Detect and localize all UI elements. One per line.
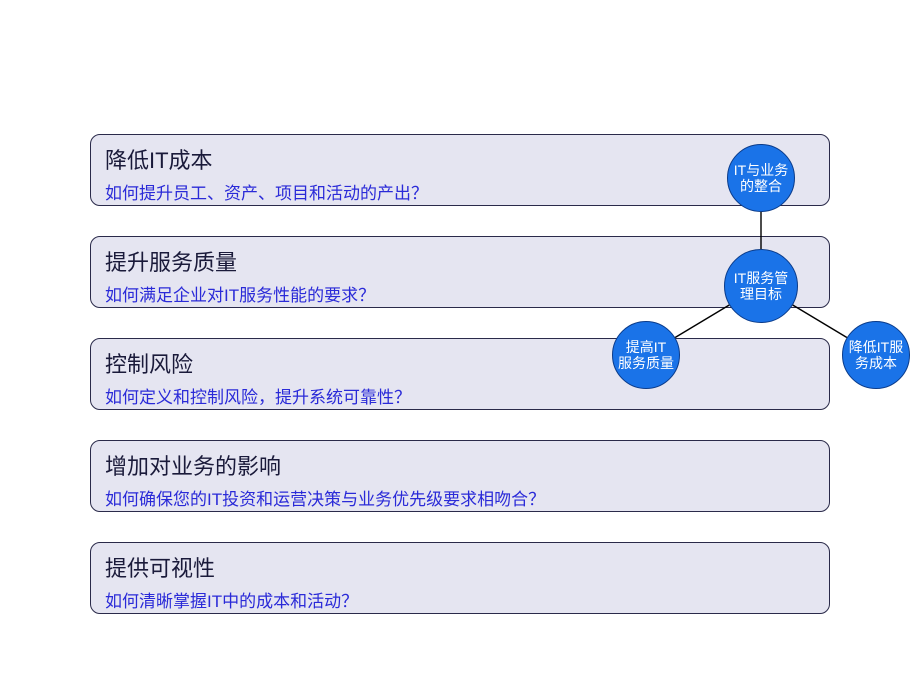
card-subtitle: 如何清晰掌握IT中的成本和活动？ <box>105 587 815 612</box>
info-card: 降低IT成本如何提升员工、资产、项目和活动的产出？ <box>90 134 830 206</box>
bubble-left: 提高IT 服务质量 <box>612 321 680 389</box>
info-card: 控制风险如何定义和控制风险，提升系统可靠性？ <box>90 338 830 410</box>
card-title: 控制风险 <box>105 347 815 379</box>
info-card: 增加对业务的影响如何确保您的IT投资和运营决策与业务优先级要求相吻合？ <box>90 440 830 512</box>
info-card: 提供可视性如何清晰掌握IT中的成本和活动？ <box>90 542 830 614</box>
card-subtitle: 如何确保您的IT投资和运营决策与业务优先级要求相吻合？ <box>105 485 815 510</box>
info-card: 提升服务质量如何满足企业对IT服务性能的要求？ <box>90 236 830 308</box>
card-subtitle: 如何满足企业对IT服务性能的要求？ <box>105 281 815 306</box>
bubble-center: IT服务管 理目标 <box>724 249 798 323</box>
bubble-label: 降低IT服 务成本 <box>849 339 903 371</box>
card-title: 提升服务质量 <box>105 245 815 277</box>
card-title: 提供可视性 <box>105 551 815 583</box>
bubble-label: 提高IT 服务质量 <box>618 339 674 371</box>
bubble-right: 降低IT服 务成本 <box>842 321 910 389</box>
card-title: 降低IT成本 <box>105 143 815 175</box>
card-subtitle: 如何定义和控制风险，提升系统可靠性？ <box>105 383 815 408</box>
card-subtitle: 如何提升员工、资产、项目和活动的产出？ <box>105 179 815 204</box>
card-title: 增加对业务的影响 <box>105 449 815 481</box>
bubble-top: IT与业务 的整合 <box>727 144 795 212</box>
bubble-label: IT与业务 的整合 <box>734 162 788 194</box>
bubble-label: IT服务管 理目标 <box>734 270 788 302</box>
